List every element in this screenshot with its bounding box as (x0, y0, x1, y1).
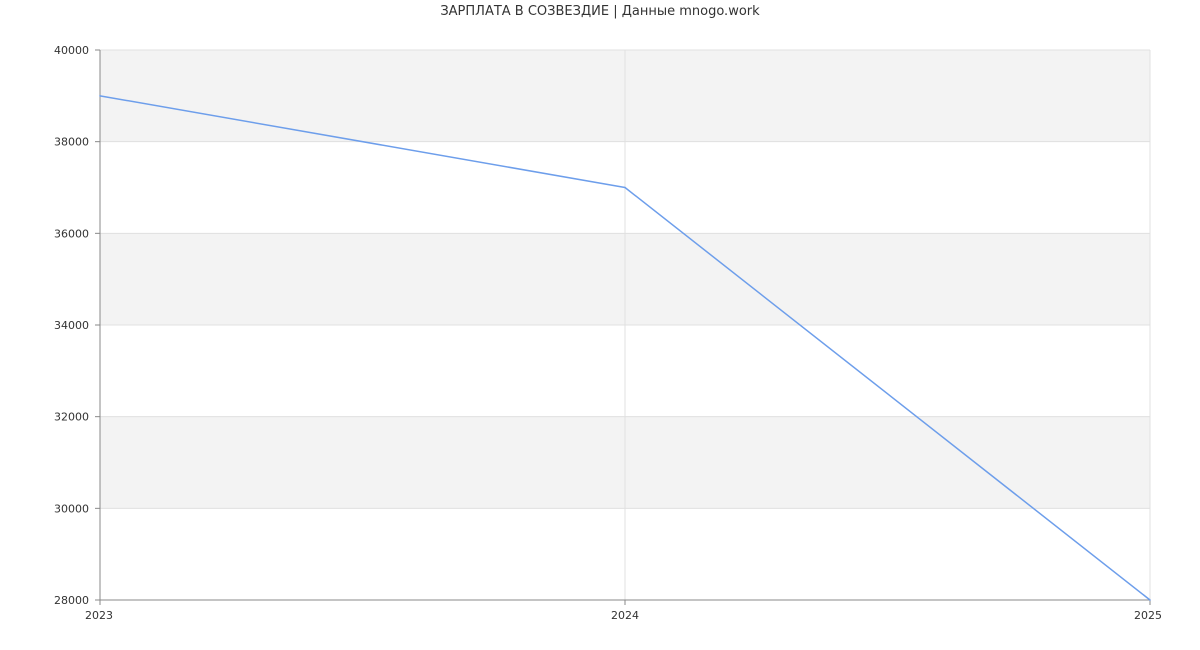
chart-title: ЗАРПЛАТА В СОЗВЕЗДИЕ | Данные mnogo.work (440, 4, 760, 19)
y-tick-label: 38000 (54, 136, 89, 149)
y-tick-label: 40000 (54, 44, 89, 57)
series-layer (99, 95, 1151, 601)
y-tick-label: 30000 (54, 502, 89, 515)
axes (95, 49, 1151, 605)
y-tick-label: 32000 (54, 411, 89, 424)
y-tick-label: 34000 (54, 319, 89, 332)
data-point (624, 186, 626, 189)
x-tick-label: 2023 (85, 609, 113, 622)
x-tick-label: 2024 (611, 609, 639, 622)
x-tick-label: 2025 (1134, 609, 1162, 622)
y-tick-label: 36000 (54, 227, 89, 240)
data-point (99, 95, 101, 97)
tick-labels: 28000 30000 32000 34000 36000 38000 40000 2023 2… (54, 44, 1162, 622)
y-tick-label: 28000 (54, 594, 89, 607)
data-point (1149, 599, 1151, 601)
